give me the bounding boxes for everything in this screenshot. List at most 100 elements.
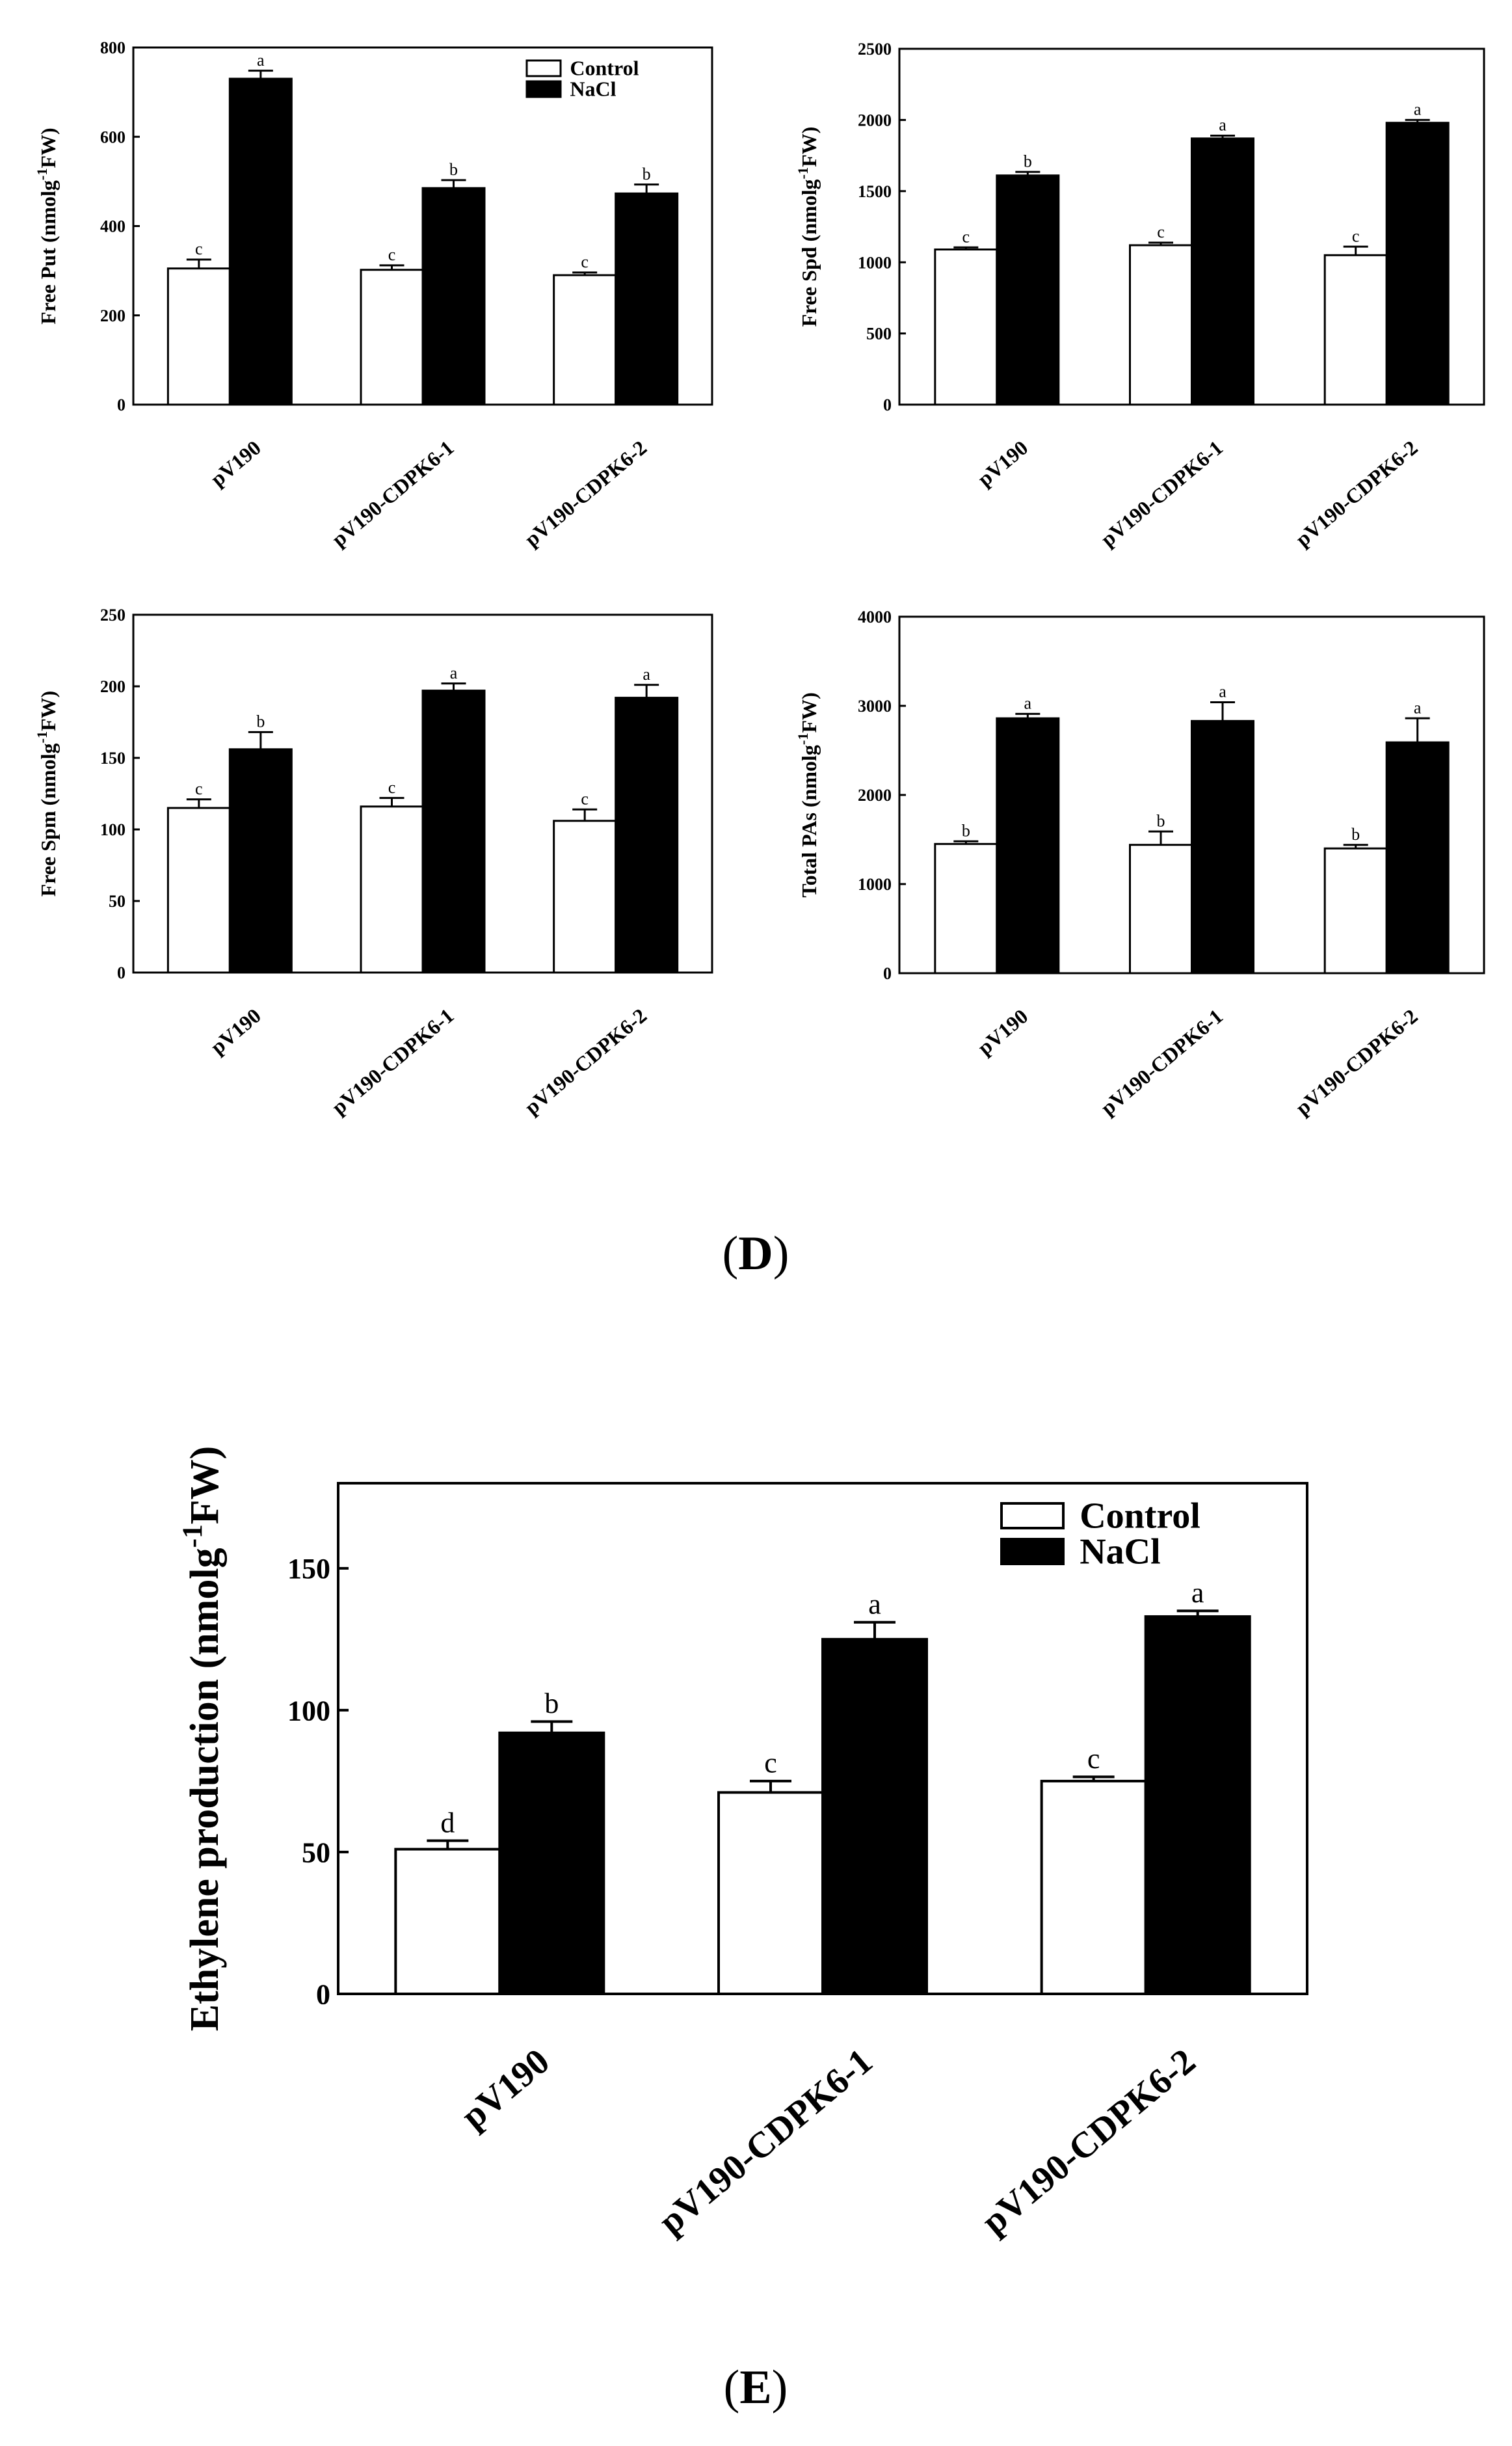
significance-letter: a	[1414, 698, 1422, 717]
significance-letter: c	[388, 245, 396, 264]
y-axis-label-main: Ethylene production (nmolg	[183, 1548, 227, 2031]
bar-control-1	[166, 267, 231, 406]
y-tick-label: 0	[316, 1978, 330, 2010]
bar-nacl-2	[821, 1637, 928, 1995]
y-axis-label: Free Spm (nmolg-1FW)	[34, 691, 60, 897]
y-axis-label-main: Free Spm (nmolg	[36, 744, 60, 897]
bar-control-3	[1323, 254, 1388, 406]
y-axis-label-sup: -1	[34, 168, 50, 180]
y-tick-label: 600	[100, 128, 126, 146]
x-tick-label: pV190-CDPK6-1	[651, 2041, 880, 2242]
significance-letter: b	[643, 165, 651, 183]
y-tick-label: 100	[100, 820, 126, 839]
legend-label-control: Control	[570, 57, 639, 80]
y-axis-label-end: FW)	[36, 128, 60, 168]
significance-letter: c	[195, 779, 203, 798]
y-tick-label: 200	[100, 306, 126, 325]
bar-control-1	[166, 807, 231, 974]
bar-nacl-3	[615, 192, 679, 406]
legend-swatch-nacl	[525, 80, 562, 98]
x-tick-label: pV190-CDPK6-2	[1291, 436, 1422, 551]
chart-ethylene: 0 50 100 150 d b pV190 c a pV190-CDPK6-1 c a pV190-C…	[177, 1446, 1308, 2242]
y-axis-label-sup: -1	[177, 1524, 208, 1548]
bar-control-3	[553, 274, 617, 406]
y-tick-label: 2500	[858, 40, 892, 59]
y-tick-label: 500	[866, 325, 892, 343]
significance-letter: b	[1351, 825, 1360, 844]
y-tick-label: 100	[287, 1695, 330, 1727]
x-tick-label: pV190	[206, 1004, 265, 1059]
x-tick-label: pV190-CDPK6-1	[327, 436, 458, 551]
significance-letter: c	[1157, 222, 1165, 241]
significance-letter: b	[962, 821, 970, 840]
y-tick-label: 2000	[858, 786, 892, 805]
x-tick-label: pV190	[973, 1004, 1032, 1060]
bar-nacl-2	[1191, 137, 1254, 406]
y-tick-label: 50	[109, 892, 126, 911]
significance-letter: c	[581, 789, 589, 808]
y-axis-label-sup: -1	[34, 731, 50, 744]
bar-nacl-1	[228, 77, 293, 406]
significance-letter: c	[195, 239, 203, 258]
panel-label-d-text: D	[738, 1227, 773, 1280]
legend-swatch-control	[525, 59, 562, 77]
x-tick-label: pV190	[973, 436, 1032, 491]
bar-control-2	[360, 805, 424, 974]
y-axis-label: Ethylene production (nmolg-1FW)	[177, 1446, 227, 2032]
x-tick-label: pV190	[454, 2041, 557, 2137]
x-tick-label: pV190-CDPK6-2	[520, 1004, 652, 1119]
significance-letter: a	[1219, 682, 1227, 701]
y-tick-label: 4000	[858, 608, 892, 626]
significance-letter: c	[764, 1747, 777, 1779]
y-tick-label: 0	[117, 396, 126, 414]
bar-control-1	[934, 249, 998, 406]
bar-control-3	[1323, 847, 1388, 974]
legend-swatch-control	[1000, 1502, 1065, 1529]
y-axis-label-end: FW)	[797, 692, 821, 732]
y-axis-label-end: FW)	[183, 1446, 227, 1525]
y-axis-label-main: Free Put (nmolg	[36, 180, 60, 325]
chart-put: 0 200 400 600 800 c a pV190 c b pV190-CDPK6-1 c b pV1…	[34, 38, 713, 551]
significance-letter: a	[1414, 100, 1422, 119]
x-tick-label: pV190-CDPK6-2	[1291, 1004, 1422, 1120]
y-tick-label: 1000	[858, 253, 892, 272]
legend-label-nacl: NaCl	[570, 77, 616, 101]
bar-nacl-3	[615, 697, 679, 974]
bar-control-1	[934, 842, 998, 974]
legend-label-nacl: NaCl	[1080, 1531, 1160, 1572]
y-axis-label-sup: -1	[795, 732, 811, 745]
legend-label-control: Control	[1080, 1496, 1200, 1536]
bar-control-3	[553, 820, 617, 974]
x-tick-label: pV190	[206, 436, 265, 491]
y-tick-label: 0	[117, 963, 126, 982]
significance-letter: a	[1024, 694, 1032, 713]
significance-letter: d	[440, 1807, 455, 1838]
significance-letter: b	[1024, 152, 1032, 170]
panel-label-d: (D)	[722, 1227, 789, 1280]
y-tick-label: 150	[287, 1553, 330, 1585]
y-axis-label-main: Free Spd (nmolg	[797, 179, 821, 327]
y-axis-label-end: FW)	[36, 691, 60, 731]
bar-control-2	[360, 269, 424, 406]
y-tick-label: 0	[883, 396, 892, 414]
bar-nacl-1	[498, 1731, 605, 1996]
y-tick-label: 1500	[858, 182, 892, 201]
panel-label-e: (E)	[723, 2361, 788, 2414]
bar-nacl-2	[421, 187, 486, 406]
significance-letter: c	[962, 227, 970, 246]
bar-control-1	[394, 1848, 501, 1995]
bar-nacl-3	[1385, 122, 1450, 406]
chart-spd: 0 500 1000 1500 2000 2500 c b pV190 c a pV190-CDPK6…	[795, 40, 1485, 551]
bar-nacl-1	[996, 174, 1060, 406]
y-axis-label-end: FW)	[797, 127, 821, 167]
bar-control-2	[1129, 844, 1193, 974]
y-tick-label: 200	[100, 677, 126, 696]
bar-nacl-3	[1144, 1615, 1251, 1995]
bar-nacl-2	[421, 690, 486, 974]
significance-letter: b	[544, 1687, 559, 1719]
y-tick-label: 1000	[858, 875, 892, 894]
x-tick-label: pV190-CDPK6-1	[1096, 1004, 1227, 1120]
significance-letter: c	[581, 252, 589, 271]
